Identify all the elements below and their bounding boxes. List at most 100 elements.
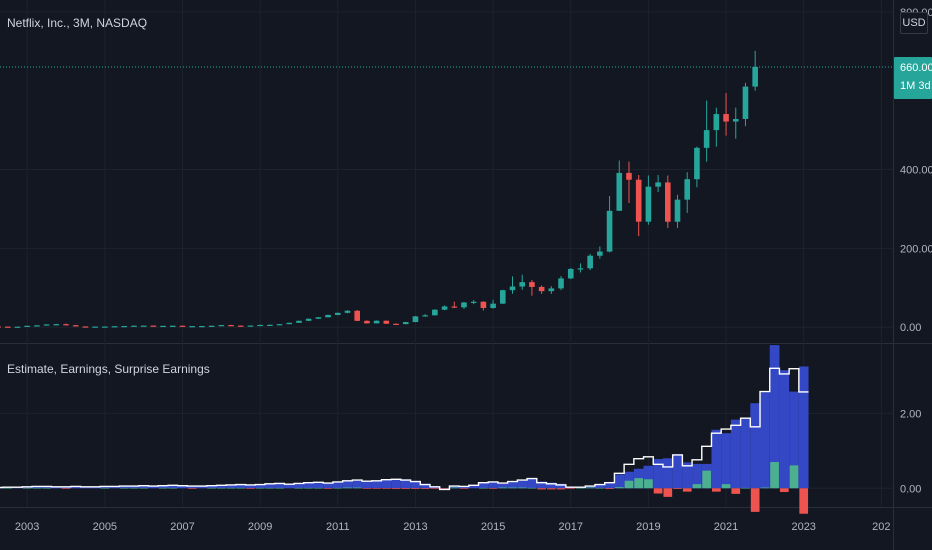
surprise-bar[interactable] [158, 487, 168, 489]
candle[interactable] [558, 275, 564, 291]
candle[interactable] [393, 323, 399, 325]
surprise-bar[interactable] [168, 487, 178, 489]
estimate-bar[interactable] [323, 482, 333, 489]
estimate-bar[interactable] [235, 484, 246, 489]
candle[interactable] [538, 285, 545, 294]
estimate-bar[interactable] [420, 483, 430, 489]
estimate-bar[interactable] [148, 486, 159, 489]
estimate-bar[interactable] [313, 482, 324, 489]
surprise-bar[interactable] [362, 488, 372, 489]
candle[interactable] [325, 314, 331, 318]
candle[interactable] [461, 301, 467, 309]
candle[interactable] [169, 325, 176, 327]
candle[interactable] [53, 323, 60, 326]
candle[interactable] [179, 325, 186, 327]
currency-button[interactable]: USD [900, 12, 928, 34]
surprise-bar[interactable] [216, 487, 226, 489]
surprise-bar[interactable] [479, 487, 488, 489]
candle[interactable] [490, 299, 496, 309]
estimate-bar[interactable] [362, 480, 372, 489]
surprise-bar[interactable] [333, 487, 343, 489]
surprise-bar[interactable] [789, 465, 799, 489]
estimate-bar[interactable] [41, 486, 52, 489]
candle[interactable] [354, 310, 360, 322]
surprise-bar[interactable] [246, 488, 255, 489]
candle[interactable] [674, 194, 681, 228]
candle[interactable] [383, 320, 390, 324]
estimate-bar[interactable] [449, 486, 460, 489]
estimate-bar[interactable] [109, 486, 120, 489]
estimate-bar[interactable] [22, 487, 33, 489]
surprise-bar[interactable] [207, 487, 216, 489]
candle[interactable] [422, 314, 428, 317]
estimate-bar[interactable] [730, 419, 741, 489]
candle[interactable] [228, 324, 234, 327]
candle[interactable] [655, 175, 661, 193]
surprise-bar[interactable] [449, 487, 459, 489]
surprise-bar[interactable] [576, 487, 585, 489]
estimate-bar[interactable] [197, 486, 207, 489]
candle[interactable] [72, 324, 79, 327]
candle[interactable] [412, 315, 419, 323]
surprise-bar[interactable] [508, 487, 517, 489]
estimate-bar[interactable] [51, 486, 62, 489]
estimate-bar[interactable] [468, 485, 479, 489]
surprise-bar[interactable] [275, 487, 284, 489]
estimate-bar[interactable] [303, 483, 314, 489]
candle[interactable] [63, 323, 69, 326]
estimate-bar[interactable] [381, 479, 392, 489]
candle[interactable] [597, 246, 603, 259]
surprise-bar[interactable] [314, 487, 323, 489]
surprise-bar[interactable] [323, 488, 333, 489]
candle[interactable] [111, 326, 118, 328]
estimate-bar[interactable] [342, 481, 353, 489]
estimate-bar[interactable] [798, 366, 809, 489]
surprise-bar[interactable] [721, 484, 731, 489]
candle[interactable] [131, 325, 137, 327]
estimate-bar[interactable] [546, 482, 557, 489]
estimate-bar[interactable] [264, 484, 275, 489]
candle[interactable] [218, 324, 225, 327]
surprise-bar[interactable] [779, 488, 789, 493]
surprise-bar[interactable] [236, 487, 246, 489]
estimate-bar[interactable] [692, 463, 702, 489]
estimate-bar[interactable] [488, 481, 498, 489]
estimate-bar[interactable] [459, 486, 469, 489]
candle[interactable] [189, 325, 195, 328]
estimate-bar[interactable] [274, 483, 285, 489]
candle[interactable] [548, 286, 555, 294]
surprise-bar[interactable] [255, 487, 265, 489]
surprise-bar[interactable] [614, 487, 624, 489]
candle[interactable] [92, 326, 98, 328]
surprise-bar[interactable] [265, 487, 275, 489]
estimate-bar[interactable] [740, 418, 751, 489]
estimate-bar[interactable] [585, 486, 596, 489]
estimate-bar[interactable] [70, 486, 81, 489]
candle[interactable] [24, 325, 30, 328]
surprise-bar[interactable] [304, 487, 314, 489]
surprise-bar[interactable] [653, 488, 663, 494]
surprise-bar[interactable] [294, 487, 304, 489]
surprise-bar[interactable] [741, 487, 750, 489]
surprise-bar[interactable] [420, 488, 430, 490]
surprise-bar[interactable] [527, 487, 537, 489]
estimate-bar[interactable] [32, 486, 42, 489]
candle[interactable] [451, 301, 458, 309]
candle[interactable] [257, 324, 263, 327]
estimate-bar[interactable] [245, 484, 256, 489]
estimate-bar[interactable] [177, 485, 188, 489]
candle[interactable] [587, 253, 593, 271]
estimate-bar[interactable] [226, 485, 236, 489]
estimate-bar[interactable] [284, 484, 295, 489]
candle[interactable] [305, 318, 312, 322]
surprise-bar[interactable] [624, 480, 634, 489]
surprise-bar[interactable] [556, 488, 566, 490]
candle[interactable] [432, 309, 438, 316]
candle[interactable] [529, 279, 535, 296]
candle[interactable] [4, 326, 11, 328]
candle[interactable] [140, 325, 147, 327]
candle[interactable] [480, 301, 487, 311]
symbol-legend[interactable]: Netflix, Inc., 3M, NASDAQ [7, 16, 148, 30]
surprise-bar[interactable] [226, 487, 236, 489]
estimate-bar[interactable] [99, 486, 110, 489]
